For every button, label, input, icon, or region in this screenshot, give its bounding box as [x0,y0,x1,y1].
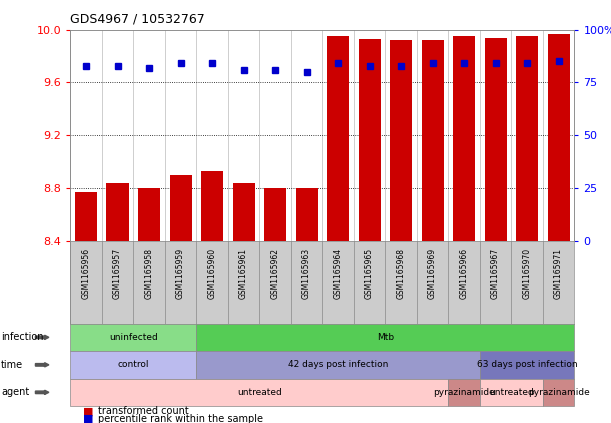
Text: time: time [1,360,23,370]
Text: GSM1165966: GSM1165966 [459,248,469,299]
Text: pyrazinamide: pyrazinamide [433,388,495,397]
Text: GSM1165962: GSM1165962 [271,248,280,299]
Text: agent: agent [1,387,29,397]
Bar [547,33,569,241]
Text: GSM1165956: GSM1165956 [81,248,90,299]
Bar [359,39,381,241]
Text: GSM1165959: GSM1165959 [176,248,185,299]
Text: GSM1165960: GSM1165960 [208,248,216,299]
Text: percentile rank within the sample: percentile rank within the sample [98,414,263,423]
Text: infection: infection [1,332,44,342]
Text: Mtb: Mtb [377,333,394,342]
Bar [296,188,318,241]
Text: GSM1165957: GSM1165957 [113,248,122,299]
Text: GSM1165968: GSM1165968 [397,248,406,299]
Text: GSM1165963: GSM1165963 [302,248,311,299]
Text: untreated: untreated [489,388,533,397]
Bar [453,36,475,241]
Bar [106,183,128,241]
Text: GSM1165971: GSM1165971 [554,248,563,299]
Bar [422,40,444,241]
Text: control: control [117,360,149,369]
Text: GSM1165965: GSM1165965 [365,248,374,299]
Text: GSM1165970: GSM1165970 [522,248,532,299]
Text: untreated: untreated [237,388,282,397]
Bar [390,40,412,241]
Text: ■: ■ [82,406,93,416]
Text: pyrazinamide: pyrazinamide [528,388,590,397]
Text: transformed count: transformed count [98,406,189,416]
Text: 63 days post infection: 63 days post infection [477,360,577,369]
Text: GSM1165969: GSM1165969 [428,248,437,299]
Text: GSM1165967: GSM1165967 [491,248,500,299]
Bar [485,38,507,241]
Bar [138,188,160,241]
Text: uninfected: uninfected [109,333,158,342]
Bar [516,36,538,241]
Bar [327,36,349,241]
Text: GSM1165958: GSM1165958 [145,248,153,299]
Text: GDS4967 / 10532767: GDS4967 / 10532767 [70,13,205,26]
Text: GSM1165964: GSM1165964 [334,248,343,299]
Bar [233,183,255,241]
Text: GSM1165961: GSM1165961 [239,248,248,299]
Text: 42 days post infection: 42 days post infection [288,360,388,369]
Bar [201,171,223,241]
Bar [264,188,286,241]
Bar [75,192,97,241]
Bar [169,175,192,241]
Text: ■: ■ [82,414,93,423]
